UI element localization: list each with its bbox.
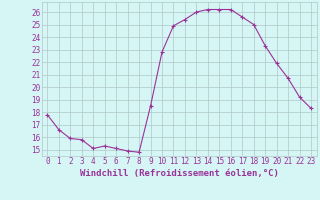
X-axis label: Windchill (Refroidissement éolien,°C): Windchill (Refroidissement éolien,°C)	[80, 169, 279, 178]
